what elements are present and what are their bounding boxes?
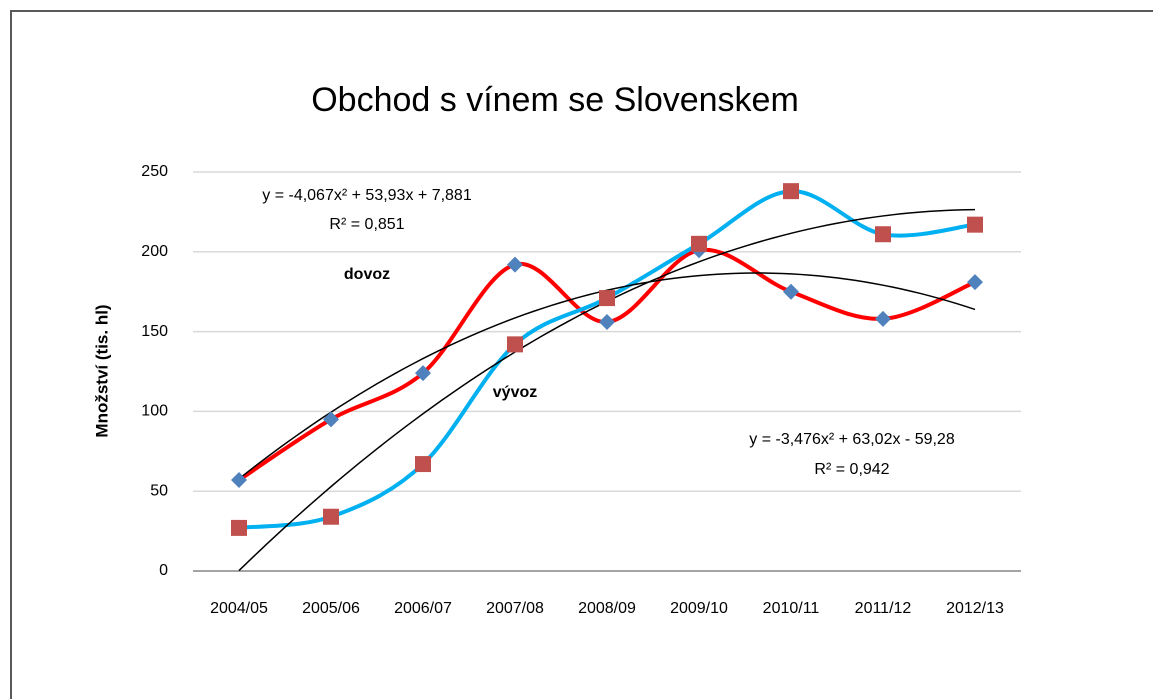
x-tick-label: 2009/10 xyxy=(670,600,728,617)
marker xyxy=(599,290,615,307)
trendline-r2: R² = 0,851 xyxy=(329,216,404,233)
x-tick-label: 2007/08 xyxy=(486,600,544,617)
marker xyxy=(507,336,523,353)
y-tick-label: 50 xyxy=(150,482,168,499)
marker xyxy=(507,256,523,273)
marker xyxy=(231,519,247,536)
y-tick-label: 150 xyxy=(141,323,168,340)
series-label: dovoz xyxy=(344,266,390,283)
x-tick-label: 2012/13 xyxy=(946,600,1004,617)
marker xyxy=(783,283,799,300)
marker xyxy=(875,310,891,327)
trendline-r2: R² = 0,942 xyxy=(814,461,889,478)
y-axis-label: Množství (tis. hl) xyxy=(92,304,111,437)
marker xyxy=(967,216,983,233)
marker xyxy=(691,235,707,252)
chart-title: Obchod s vínem se Slovenskem xyxy=(311,81,799,119)
marker xyxy=(599,314,615,331)
x-tick-label: 2006/07 xyxy=(394,600,452,617)
marker xyxy=(875,226,891,243)
y-tick-label: 100 xyxy=(141,403,168,420)
series-label: vývoz xyxy=(493,384,537,401)
trendline-equation: y = -4,067x² + 53,93x + 7,881 xyxy=(262,187,472,204)
marker xyxy=(323,411,339,428)
y-tick-label: 0 xyxy=(159,562,168,579)
marker xyxy=(231,472,247,489)
x-tick-label: 2008/09 xyxy=(578,600,636,617)
marker xyxy=(323,508,339,525)
trendline-equation: y = -3,476x² + 63,02x - 59,28 xyxy=(749,431,955,448)
marker xyxy=(415,365,431,382)
y-tick-label: 250 xyxy=(141,163,168,180)
x-tick-label: 2011/12 xyxy=(855,600,912,617)
marker xyxy=(967,274,983,291)
x-tick-label: 2010/11 xyxy=(763,600,820,617)
x-tick-label: 2004/05 xyxy=(210,600,268,617)
x-tick-label: 2005/06 xyxy=(302,600,360,617)
y-tick-label: 200 xyxy=(141,243,168,260)
marker xyxy=(415,456,431,473)
chart-border xyxy=(10,10,1153,699)
marker xyxy=(783,183,799,200)
